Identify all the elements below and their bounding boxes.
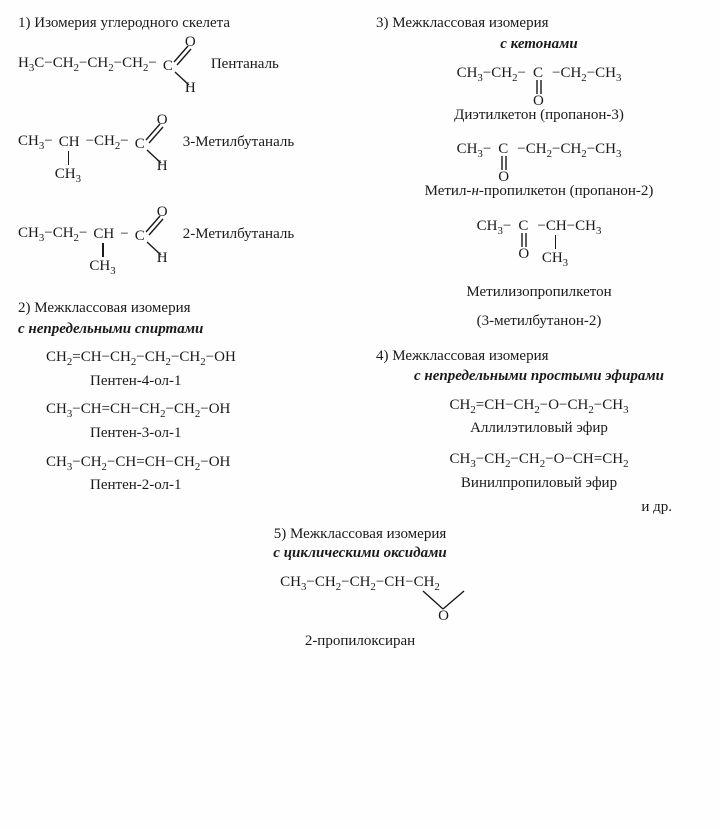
branch-ch3-label: CH3 bbox=[55, 165, 81, 186]
section-2-title: 2) Межклассовая изомерия bbox=[18, 299, 368, 318]
ketone-group-icon: C O bbox=[491, 140, 517, 182]
compound-name: 3-Метилбутаналь bbox=[183, 133, 294, 152]
hydrogen-label: H bbox=[157, 249, 168, 268]
formula: CH3−CH2−CH=CH−CH2−OH bbox=[46, 453, 368, 474]
pentanal-chain: H3C−CH2−CH2−CH2− bbox=[18, 54, 157, 75]
compound-name-2: (3-метилбутанон-2) bbox=[376, 312, 702, 331]
compound-name: Аллилэтиловый эфир bbox=[376, 419, 702, 438]
oxygen-label: O bbox=[157, 203, 168, 222]
ketone-group-icon: C O bbox=[526, 64, 552, 106]
carbon-label: C bbox=[135, 135, 145, 154]
branch-bond-icon bbox=[555, 235, 556, 249]
two-column-layout: 1) Изомерия углеродного скелета H3C−CH2−… bbox=[18, 14, 702, 517]
hydrogen-label: H bbox=[185, 79, 196, 98]
ketone-group-icon: C O bbox=[511, 217, 537, 259]
name-n: н bbox=[471, 183, 478, 199]
compound-2-methylbutanal: CH3−CH2− CH CH3 − C O H 2-Метилбутаналь bbox=[18, 205, 368, 265]
left-column: 1) Изомерия углеродного скелета H3C−CH2−… bbox=[18, 14, 368, 517]
name-pre: Метил- bbox=[425, 183, 472, 199]
section-5-title: 5) Межклассовая изомерия bbox=[18, 525, 702, 544]
section-4-subtitle: с непредельными простыми эфирами bbox=[376, 367, 702, 386]
chain-left: CH3−CH2− bbox=[18, 224, 87, 245]
compound-penten-2-ol-1: CH3−CH2−CH=CH−CH2−OH Пентен-2-ол-1 bbox=[46, 453, 368, 495]
branch-ch3-label: CH3 bbox=[542, 249, 568, 270]
branch-ch: CH CH3 bbox=[93, 225, 114, 244]
ch-label: CH bbox=[546, 218, 567, 234]
aldehyde-group-icon: C O H bbox=[135, 205, 177, 265]
chain-right: −CH2−CH3 bbox=[552, 64, 621, 85]
oxygen-label: O bbox=[438, 607, 449, 626]
branch-bond-icon bbox=[102, 243, 103, 257]
oxygen-label: O bbox=[157, 111, 168, 130]
etc-label: и др. bbox=[376, 498, 702, 517]
compound-pentanal: H3C−CH2−CH2−CH2− C O H Пентаналь bbox=[18, 35, 368, 95]
carbon-label: C bbox=[498, 140, 508, 159]
compound-2-propyloxirane: CH3−CH2−CH2−CH−CH2 O 2-пропилоксиран bbox=[18, 573, 702, 651]
chain-left: CH3− bbox=[477, 217, 512, 238]
chain-left: CH3−CH2− bbox=[457, 64, 526, 85]
ch-label: CH bbox=[59, 134, 80, 150]
compound-diethylketone: CH3−CH2− C O −CH2−CH3 bbox=[376, 64, 702, 106]
compound-name: Пентен-2-ол-1 bbox=[90, 476, 368, 495]
formula: CH2=CH−CH2−O−CH2−CH3 bbox=[376, 396, 702, 417]
compound-penten-3-ol-1: CH3−CH=CH−CH2−CH2−OH Пентен-3-ол-1 bbox=[46, 400, 368, 442]
branch-bond-icon bbox=[68, 151, 69, 165]
compound-allyl-ethyl-ether: CH2=CH−CH2−O−CH2−CH3 Аллилэтиловый эфир bbox=[376, 396, 702, 438]
section-5-subtitle: с циклическими оксидами bbox=[18, 544, 702, 563]
compound-methylisopropylketone: CH3− C O − CH CH3 −CH3 bbox=[376, 217, 702, 259]
right-column: 3) Межклассовая изомерия с кетонами CH3−… bbox=[376, 14, 702, 517]
oxygen-label: O bbox=[185, 33, 196, 52]
chain-dash: − bbox=[537, 217, 545, 236]
compound-name: Пентен-4-ол-1 bbox=[90, 372, 368, 391]
compound-name: Пентен-3-ол-1 bbox=[90, 424, 368, 443]
compound-name: Метилизопропилкетон bbox=[376, 283, 702, 302]
epoxide-ring-icon bbox=[280, 589, 500, 619]
section-1-title: 1) Изомерия углеродного скелета bbox=[18, 14, 368, 33]
section-3-title: 3) Межклассовая изомерия bbox=[376, 14, 702, 33]
section-3-subtitle: с кетонами bbox=[376, 35, 702, 54]
ch-label: CH bbox=[93, 226, 114, 242]
hydrogen-label: H bbox=[157, 157, 168, 176]
oxygen-label: O bbox=[533, 92, 544, 111]
aldehyde-group-icon: C O H bbox=[163, 35, 205, 95]
compound-name: 2-пропилоксиран bbox=[18, 632, 702, 651]
carbon-label: C bbox=[518, 217, 528, 236]
branch-ch: CH CH3 bbox=[59, 133, 80, 152]
chain-right: −CH2−CH2−CH3 bbox=[517, 140, 621, 161]
pentanal-name: Пентаналь bbox=[211, 55, 279, 74]
section-4-title: 4) Межклассовая изомерия bbox=[376, 347, 702, 366]
formula: CH2=CH−CH2−CH2−CH2−OH bbox=[46, 348, 368, 369]
chain-right: −CH2− bbox=[86, 132, 129, 153]
chain-left: CH3− bbox=[457, 140, 492, 161]
oxygen-label: O bbox=[518, 245, 529, 264]
carbon-label: C bbox=[533, 64, 543, 83]
carbon-label: C bbox=[135, 227, 145, 246]
aldehyde-group-icon: C O H bbox=[135, 113, 177, 173]
branch-ch3-label: CH3 bbox=[89, 257, 115, 278]
oxygen-label: O bbox=[498, 168, 509, 187]
section-5: 5) Межклассовая изомерия с циклическими … bbox=[18, 525, 702, 651]
compound-methyl-n-propylketone: CH3− C O −CH2−CH2−CH3 bbox=[376, 140, 702, 182]
chain-left: CH3− bbox=[18, 132, 53, 153]
branch-ch: CH CH3 bbox=[546, 217, 567, 236]
chain-dash: − bbox=[120, 225, 128, 244]
carbon-label: C bbox=[163, 57, 173, 76]
compound-penten-4-ol-1: CH2=CH−CH2−CH2−CH2−OH Пентен-4-ол-1 bbox=[46, 348, 368, 390]
chain-right: −CH3 bbox=[567, 217, 602, 238]
compound-name: Винилпропиловый эфир bbox=[376, 474, 702, 493]
formula: CH3−CH=CH−CH2−CH2−OH bbox=[46, 400, 368, 421]
compound-vinyl-propyl-ether: CH3−CH2−CH2−O−CH=CH2 Винилпропиловый эфи… bbox=[376, 450, 702, 492]
compound-name: Метил-н-пропилкетон (пропанон-2) bbox=[376, 182, 702, 201]
compound-3-methylbutanal: CH3− CH CH3 −CH2− C O H 3-Метилбутаналь bbox=[18, 113, 368, 173]
compound-name: 2-Метилбутаналь bbox=[183, 225, 294, 244]
section-2-subtitle: с непредельными спиртами bbox=[18, 320, 368, 339]
formula: CH3−CH2−CH2−CH−CH2 bbox=[280, 574, 440, 590]
formula: CH3−CH2−CH2−O−CH=CH2 bbox=[376, 450, 702, 471]
